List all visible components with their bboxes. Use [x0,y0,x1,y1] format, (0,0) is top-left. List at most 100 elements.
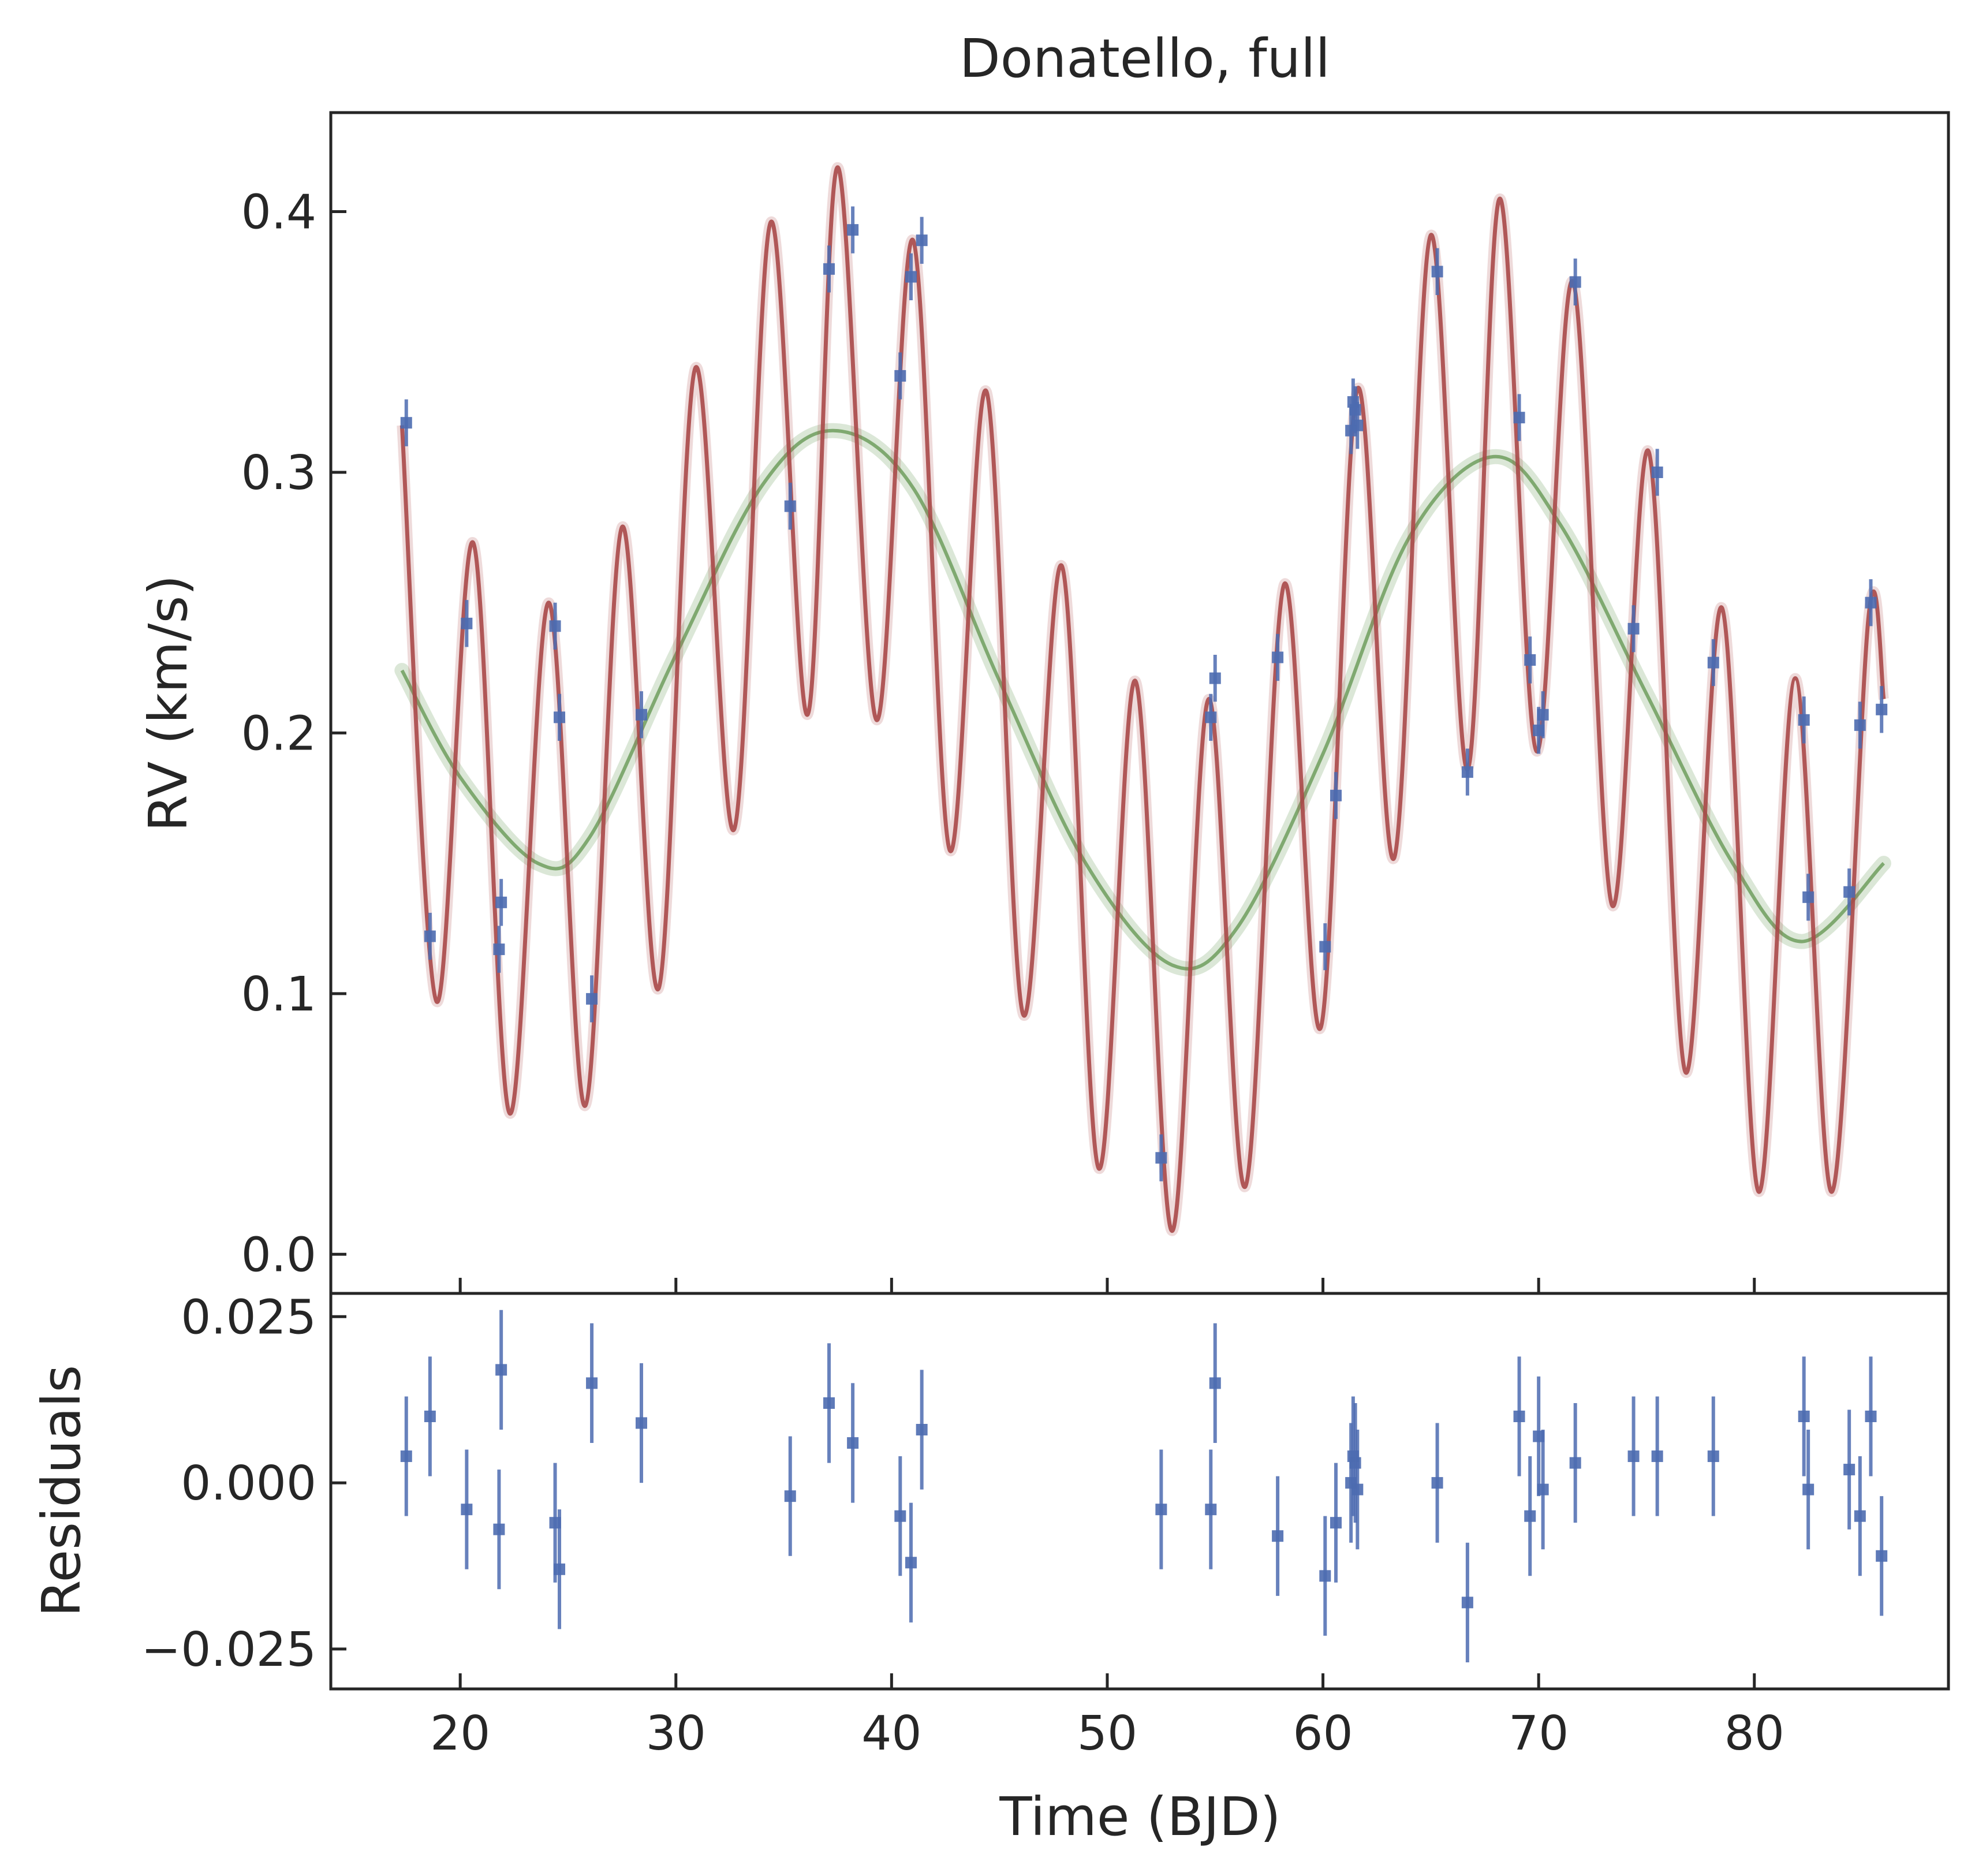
residuals-panel: 0.025 0.000 −0.025 20 30 40 50 60 70 80 [141,1290,1950,1761]
residual-point-18 [1272,1476,1284,1596]
rv-point-8 [635,691,647,739]
residual-point-30 [1537,1430,1549,1550]
residual-point-6 [554,1509,566,1629]
rv-point-0 [400,399,412,446]
rv-point-15 [1155,1134,1167,1181]
full-model-line [400,165,1886,1233]
x-tick-label: 50 [1077,1706,1137,1761]
rv-y-tick-label: 0.0 [241,1228,316,1282]
residual-point-27 [1513,1356,1525,1476]
rv-y-tick-label: 0.2 [241,706,316,761]
residual-point-37 [1843,1409,1855,1530]
rv-point-14 [916,217,928,264]
residual-point-1 [424,1356,436,1476]
long-period-model-line [400,428,1886,971]
x-tick-label: 70 [1509,1706,1569,1761]
rv-point-30 [1537,691,1549,739]
rv-point-35 [1798,696,1810,744]
residual-point-9 [784,1436,796,1556]
x-axis-label: Time (BJD) [999,1786,1280,1848]
x-tick-label: 40 [861,1706,921,1761]
rv-point-36 [1802,874,1815,921]
rv-point-2 [461,600,473,647]
rv-point-33 [1651,449,1663,496]
residuals-y-tick-label: 0.025 [181,1290,316,1345]
rv-point-31 [1569,258,1581,306]
full-model-line-group [397,162,1889,1236]
rv-point-16 [1205,693,1217,741]
residual-point-40 [1876,1496,1888,1616]
residual-point-26 [1461,1542,1473,1662]
residual-point-12 [894,1456,906,1576]
residual-point-35 [1798,1356,1810,1476]
rv-point-39 [1865,579,1877,626]
residual-point-4 [495,1310,507,1430]
rv-point-4 [495,879,507,926]
rv-point-24 [1351,402,1364,449]
residual-point-0 [400,1396,412,1516]
rv-point-7 [586,975,598,1023]
residual-point-38 [1854,1456,1866,1576]
residuals-y-tick-label: 0.000 [181,1456,316,1511]
residual-point-25 [1431,1423,1443,1543]
residual-point-15 [1155,1449,1167,1569]
rv-point-9 [784,483,796,530]
residuals-x-ticks: 20 30 40 50 60 70 80 [430,1673,1784,1761]
rv-point-17 [1209,654,1221,702]
x-tick-label: 60 [1293,1706,1353,1761]
rv-point-18 [1272,633,1284,681]
rv-y-ticks: 0.0 0.1 0.2 0.3 0.4 [241,185,346,1282]
rv-panel: 0.0 0.1 0.2 0.3 0.4 [241,111,1950,1295]
residual-point-11 [847,1383,859,1503]
rv-point-38 [1854,702,1866,749]
residual-point-36 [1802,1430,1815,1550]
rv-point-20 [1330,772,1342,819]
residual-point-14 [916,1370,928,1490]
residual-point-7 [586,1323,598,1444]
rv-point-26 [1461,748,1473,796]
residual-point-39 [1865,1356,1877,1476]
residuals-axes-frame [329,1292,1950,1691]
residuals-y-tick-label: −0.025 [141,1623,316,1677]
y-axis-label-residuals: Residuals [31,1365,92,1617]
residual-point-32 [1627,1396,1640,1516]
rv-x-ticks [458,1278,1756,1293]
residual-point-33 [1651,1396,1663,1516]
rv-point-10 [823,245,835,293]
rv-data-points [400,206,1888,1181]
rv-point-34 [1707,639,1719,687]
residual-data-points [400,1310,1888,1662]
rv-point-1 [424,912,436,960]
residual-point-31 [1569,1403,1581,1523]
residuals-y-ticks: 0.025 0.000 −0.025 [141,1290,346,1677]
rv-point-13 [905,253,917,301]
rv-point-27 [1513,394,1525,441]
y-axis-label-rv: RV (km/s) [137,575,199,832]
rv-point-40 [1876,686,1888,733]
rv-y-tick-label: 0.1 [241,967,316,1022]
rv-point-19 [1319,923,1331,971]
rv-point-11 [847,206,859,253]
x-tick-label: 80 [1724,1706,1784,1761]
residual-point-19 [1319,1516,1331,1636]
residual-point-20 [1330,1463,1342,1583]
rv-point-3 [493,926,505,973]
residual-point-16 [1205,1449,1217,1569]
rv-y-tick-label: 0.3 [241,446,316,501]
x-tick-label: 20 [430,1706,490,1761]
chart-title: Donatello, full [960,28,1330,89]
rv-point-5 [549,602,561,650]
rv-point-32 [1627,605,1640,652]
rv-point-12 [894,352,906,400]
rv-point-25 [1431,248,1443,296]
residual-point-34 [1707,1396,1719,1516]
x-tick-label: 30 [646,1706,706,1761]
residual-point-28 [1524,1456,1536,1576]
residual-point-17 [1209,1323,1221,1444]
residual-point-8 [635,1363,647,1483]
rv-y-tick-label: 0.4 [241,185,316,240]
residual-point-13 [905,1502,917,1623]
rv-point-6 [554,693,566,741]
